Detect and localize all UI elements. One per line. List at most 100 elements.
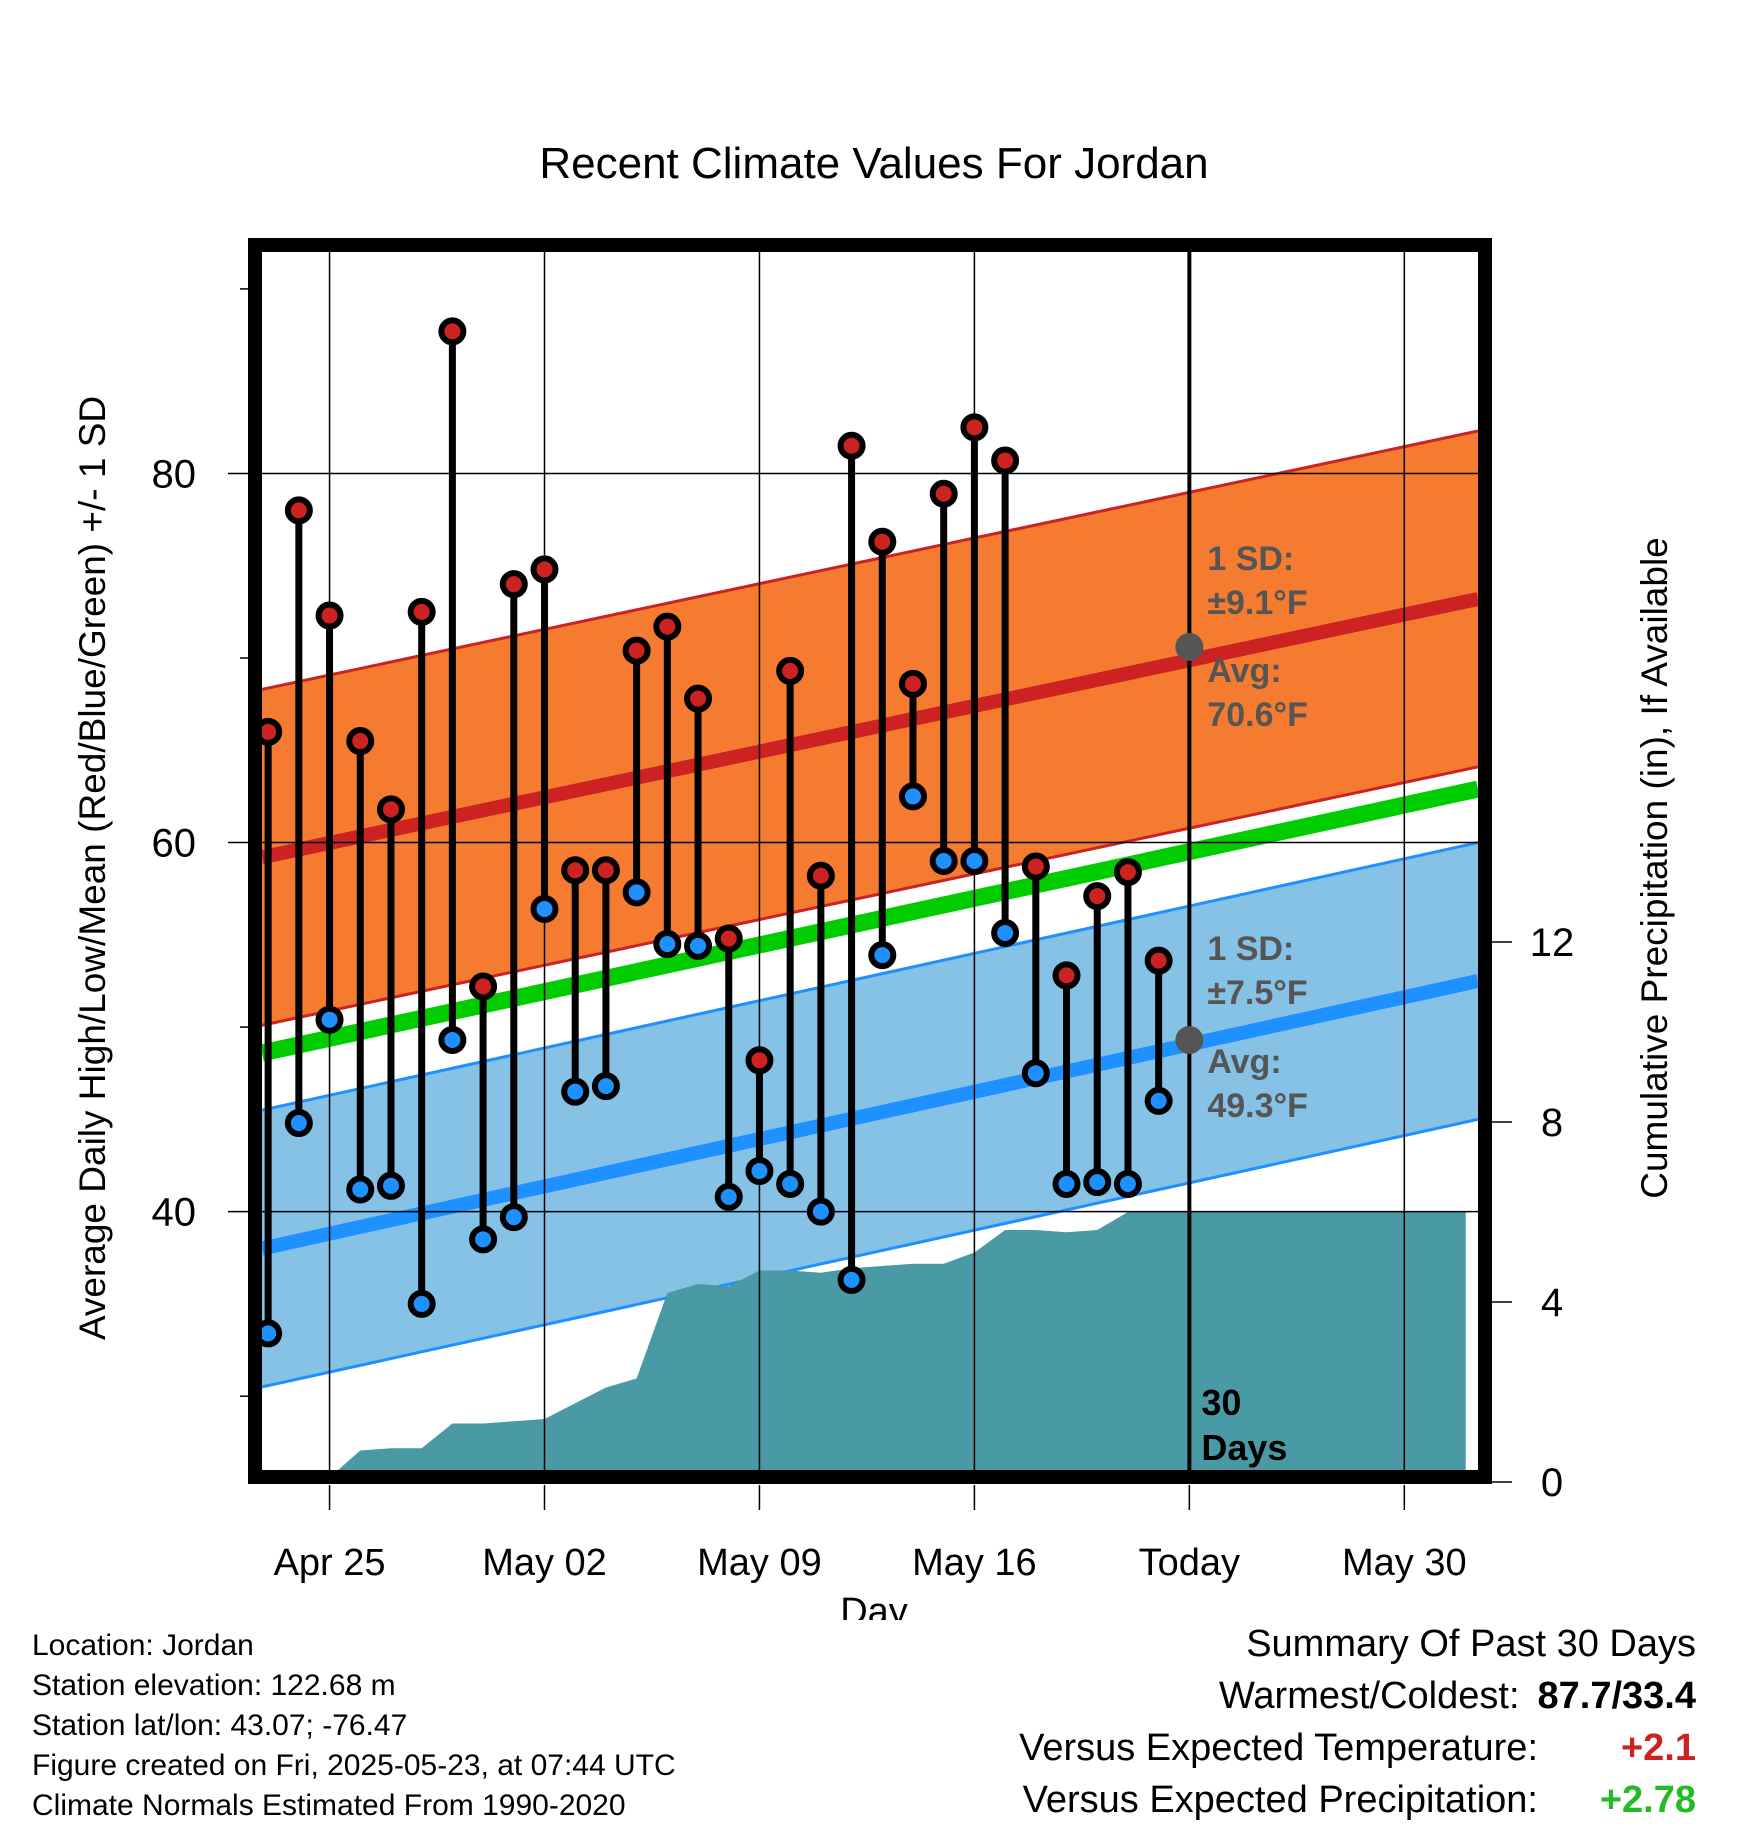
low-sd-label: 1 SD: [1207, 930, 1294, 968]
observed-high-point [346, 727, 375, 756]
observed-high-point [622, 636, 651, 665]
summary-warm-cold: Warmest/Coldest: 87.7/33.4 [1019, 1670, 1696, 1722]
observed-high-point [438, 317, 467, 346]
observed-low-point [561, 1077, 590, 1106]
x-tick-label: Apr 25 [274, 1542, 386, 1584]
station-info: Location: Jordan Station elevation: 122.… [32, 1626, 676, 1826]
observed-high-point [376, 795, 405, 824]
precip-value: +2.78 [1599, 1779, 1696, 1821]
observed-high-point [1021, 852, 1050, 881]
x-tick-label: May 30 [1342, 1542, 1467, 1584]
temp-value: +2.1 [1620, 1727, 1696, 1769]
plot-area: 1 SD: ±9.1°F Avg: 70.6°F 1 SD: ±7.5°F Avg: 49.3… [152, 238, 1575, 1584]
observed-low-point [991, 918, 1020, 947]
y-right-tick-label: 4 [1541, 1281, 1563, 1325]
observed-low-point [284, 1109, 313, 1138]
observed-low-point [714, 1182, 743, 1211]
y-tick-label: 40 [152, 1191, 197, 1235]
observed-high-point [561, 856, 590, 885]
observed-high-point [929, 479, 958, 508]
observed-low-point [960, 847, 989, 875]
summary-title: Summary Of Past 30 Days [1246, 1623, 1696, 1665]
y-right-tick-label: 12 [1530, 921, 1575, 965]
today-days-label: Days [1201, 1427, 1287, 1468]
observed-high-point [714, 924, 743, 953]
observed-low-point [1052, 1169, 1081, 1198]
observed-low-point [1113, 1169, 1142, 1198]
observed-low-point [346, 1175, 375, 1204]
low-sd-value: ±7.5°F [1207, 974, 1307, 1012]
normal-high-line [262, 592, 1478, 865]
high-avg-value: 70.6°F [1207, 696, 1308, 734]
x-axis-label: Day [840, 1591, 908, 1620]
y-right-tick-label: 8 [1541, 1101, 1563, 1145]
normals-text: Climate Normals Estimated From 1990-2020 [32, 1789, 626, 1822]
observed-low-point [806, 1197, 835, 1226]
observed-low-point [745, 1157, 774, 1186]
observed-high-point [469, 972, 498, 1001]
observed-low-point [591, 1072, 620, 1101]
y-tick-label: 60 [152, 822, 197, 866]
observed-low-point [438, 1026, 467, 1055]
high-avg-label: Avg: [1207, 652, 1281, 690]
observed-low-point [262, 1319, 283, 1348]
observed-low-point [315, 1005, 344, 1034]
low-avg-label: Avg: [1207, 1043, 1281, 1081]
y-tick-label: 80 [152, 452, 197, 496]
created-text: Figure created on Fri, 2025-05-23, at 07… [32, 1749, 676, 1782]
high-sd-value: ±9.1°F [1207, 584, 1307, 622]
y-axis-label: Average Daily High/Low/Mean (Red/Blue/Gr… [72, 396, 113, 1340]
observed-low-point [868, 941, 897, 970]
observed-high-point [1144, 946, 1173, 975]
plot-frame [248, 238, 1492, 1484]
normal-mean-line [262, 780, 1478, 1062]
observed-high-point [530, 555, 559, 584]
observed-high-point [1083, 882, 1112, 911]
x-tick-label: May 16 [912, 1542, 1037, 1584]
observed-high-point [837, 431, 866, 460]
warm-cold-value: 87.7/33.4 [1537, 1675, 1696, 1717]
precip-label: Versus Expected Precipitation: [1022, 1779, 1538, 1821]
plot-inner [262, 252, 1478, 1470]
y-right-tick-label: 0 [1541, 1461, 1563, 1505]
observed-high-point [653, 612, 682, 641]
today-days-count: 30 [1201, 1382, 1241, 1423]
high-band-lower-edge [262, 765, 1478, 1027]
observed-low-point [499, 1203, 528, 1232]
observed-high-point [745, 1046, 774, 1075]
observed-high-point [898, 669, 927, 698]
temp-label: Versus Expected Temperature: [1019, 1727, 1538, 1769]
x-tick-label: May 09 [697, 1542, 822, 1584]
observed-high-point [776, 656, 805, 685]
observed-low-point [837, 1265, 866, 1294]
summary-panel: Summary Of Past 30 Days Warmest/Coldest:… [1019, 1618, 1696, 1826]
observed-low-point [530, 894, 559, 923]
observed-low-point [776, 1169, 805, 1198]
observed-high-point [684, 684, 713, 713]
observed-low-point [929, 847, 958, 875]
observed-high-point [284, 496, 313, 525]
observed-high-point [1052, 961, 1081, 990]
x-tick-label: Today [1139, 1542, 1240, 1584]
observed-high-point [991, 446, 1020, 475]
observed-low-point [653, 930, 682, 959]
observed-low-point [376, 1171, 405, 1200]
observed-low-point [622, 878, 651, 907]
observed-low-point [1144, 1086, 1173, 1115]
observed-low-point [407, 1289, 436, 1318]
observed-low-point [1021, 1059, 1050, 1088]
latlon-text: Station lat/lon: 43.07; -76.47 [32, 1709, 408, 1742]
today-low-avg-marker [1175, 1026, 1204, 1055]
summary-temp: Versus Expected Temperature: +2.1 [1019, 1722, 1696, 1774]
observed-low-point [684, 931, 713, 960]
warm-cold-label: Warmest/Coldest: [1218, 1675, 1520, 1717]
observed-high-point [499, 570, 528, 599]
observed-high-point [591, 856, 620, 885]
observed-low-point [898, 782, 927, 811]
observed-high-point [1113, 858, 1142, 887]
precip-area [338, 1212, 1466, 1470]
chart-title: Recent Climate Values For Jordan [539, 139, 1208, 188]
observed-high-point [315, 601, 344, 630]
observed-low-point [1083, 1168, 1112, 1197]
y-axis-right-label: Cumulative Precipitation (in), If Availa… [1634, 537, 1675, 1199]
